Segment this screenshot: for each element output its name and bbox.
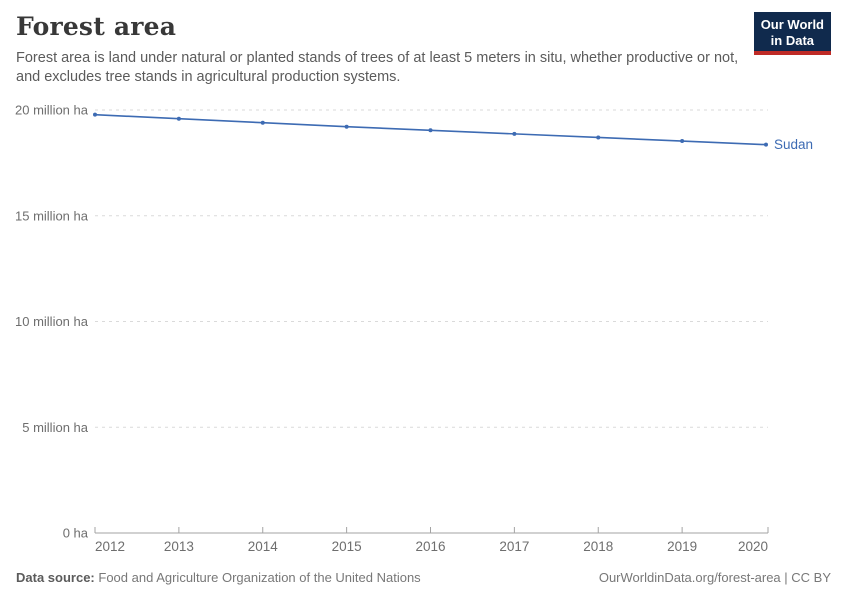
data-source-label: Data source:	[16, 570, 95, 585]
y-tick-label: 10 million ha	[15, 314, 89, 329]
x-tick-label: 2019	[667, 539, 697, 554]
data-source-note: Data source: Food and Agriculture Organi…	[16, 570, 421, 585]
line-chart-svg: 0 ha 5 million ha 10 million ha 15 million …	[15, 103, 813, 555]
chart-footer: Data source: Food and Agriculture Organi…	[16, 570, 831, 585]
data-point	[680, 139, 685, 144]
attribution-link[interactable]: OurWorldinData.org/forest-area | CC BY	[598, 570, 831, 585]
data-point	[428, 128, 433, 133]
chart-subtitle: Forest area is land under natural or pla…	[16, 50, 739, 86]
owid-logo-line2: in Data	[770, 32, 815, 48]
data-point	[512, 131, 517, 136]
y-tick-label: 15 million ha	[15, 208, 89, 223]
x-tick-label: 2014	[248, 539, 279, 554]
x-tick-label: 2016	[415, 539, 445, 554]
data-point	[344, 124, 349, 129]
line-chart[interactable]: 0 ha 5 million ha 10 million ha 15 million …	[0, 95, 850, 565]
y-tick-label: 5 million ha	[22, 420, 89, 435]
page-title: Forest area	[16, 12, 177, 41]
y-tick-label: 20 million ha	[15, 103, 89, 118]
data-source-value: Food and Agriculture Organization of the…	[98, 570, 421, 585]
x-tick-label: 2013	[164, 539, 194, 554]
data-point	[260, 120, 265, 125]
owid-logo-line1: Our World	[760, 17, 824, 32]
x-tick-label: 2020	[738, 539, 768, 554]
series-label: Sudan	[774, 137, 813, 152]
data-point	[596, 135, 601, 140]
x-tick-label: 2012	[95, 539, 125, 554]
y-tick-label: 0 ha	[63, 526, 89, 541]
owid-logo[interactable]: Our World in Data	[753, 12, 831, 56]
data-point	[93, 112, 97, 117]
x-tick-label: 2015	[332, 539, 362, 554]
data-point	[176, 116, 181, 121]
x-tick-label: 2018	[583, 539, 613, 554]
x-tick-label: 2017	[499, 539, 529, 554]
chart-header: Forest area Forest area is land under na…	[16, 12, 756, 87]
data-point	[764, 142, 768, 147]
